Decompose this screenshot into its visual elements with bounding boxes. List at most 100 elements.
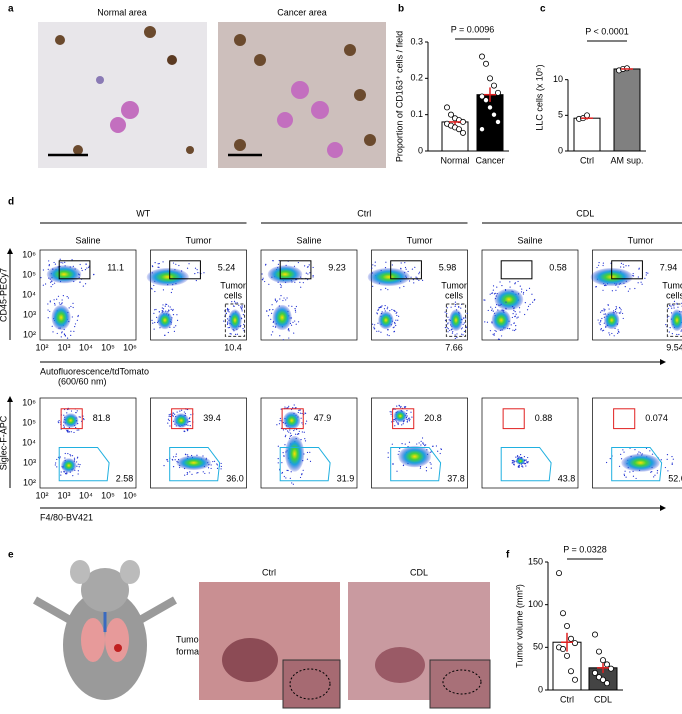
event-dot	[190, 425, 191, 426]
event-dot	[173, 466, 174, 467]
event-dot	[392, 264, 393, 265]
event-dot	[173, 262, 174, 263]
event-dot	[52, 284, 53, 285]
event-dot	[209, 472, 210, 473]
data-point	[560, 646, 565, 651]
event-dot	[672, 463, 673, 464]
event-dot	[602, 290, 603, 291]
event-dot	[298, 410, 299, 411]
event-dot	[291, 306, 292, 307]
event-dot	[226, 313, 227, 314]
event-dot	[396, 405, 397, 406]
blue-gate-value: 2.58	[116, 473, 134, 483]
event-dot	[464, 331, 465, 332]
event-dot	[291, 435, 292, 436]
event-dot	[51, 281, 52, 282]
event-dot	[64, 262, 65, 263]
event-dot	[291, 471, 292, 472]
event-dot	[448, 322, 449, 323]
event-dot	[55, 464, 56, 465]
event-dot	[634, 288, 635, 289]
tumor-label: Tumor	[662, 280, 682, 290]
event-dot	[424, 445, 425, 446]
event-dot	[47, 303, 48, 304]
event-dot	[235, 334, 236, 335]
event-dot	[173, 416, 174, 417]
event-dot	[158, 267, 159, 268]
event-dot	[61, 471, 62, 472]
event-dot	[177, 411, 178, 412]
event-dot	[214, 461, 215, 462]
event-dot	[384, 308, 385, 309]
event-dot	[667, 454, 668, 455]
event-dot	[70, 306, 71, 307]
event-dot	[487, 322, 488, 323]
photo-inset	[283, 660, 340, 708]
density-cloud	[228, 309, 241, 331]
event-dot	[65, 473, 66, 474]
event-dot	[518, 316, 519, 317]
event-dot	[407, 421, 408, 422]
event-dot	[301, 418, 302, 419]
event-dot	[158, 263, 159, 264]
event-dot	[387, 289, 388, 290]
event-dot	[304, 265, 305, 266]
event-dot	[377, 310, 378, 311]
bar	[574, 118, 600, 151]
p-value: P = 0.0096	[451, 24, 495, 34]
event-dot	[48, 269, 49, 270]
density-cloud	[494, 289, 523, 311]
event-dot	[179, 411, 180, 412]
event-dot	[88, 267, 89, 268]
y-axis-label: Tumor volume (mm³)	[514, 584, 524, 668]
event-dot	[523, 293, 524, 294]
event-dot	[60, 304, 61, 305]
event-dot	[50, 282, 51, 283]
event-dot	[288, 337, 289, 338]
event-dot	[212, 461, 213, 462]
event-dot	[276, 424, 277, 425]
event-dot	[191, 474, 192, 475]
arrow-head	[660, 505, 666, 511]
x-tick-label: 10⁵	[101, 342, 115, 352]
event-dot	[284, 476, 285, 477]
event-dot	[495, 307, 496, 308]
event-dot	[228, 309, 229, 310]
event-dot	[665, 467, 666, 468]
event-dot	[653, 476, 654, 477]
event-dot	[293, 430, 294, 431]
event-dot	[455, 302, 456, 303]
event-dot	[514, 464, 515, 465]
event-dot	[387, 307, 388, 308]
event-dot	[377, 313, 378, 314]
event-dot	[67, 430, 68, 431]
blue-gate-value: 43.8	[558, 473, 576, 483]
event-dot	[155, 262, 156, 263]
p-value: P = 0.0328	[563, 544, 607, 554]
image-label: Cancer area	[277, 7, 327, 17]
event-dot	[238, 305, 239, 306]
event-dot	[190, 414, 191, 415]
event-dot	[189, 471, 190, 472]
event-dot	[534, 299, 535, 300]
event-dot	[394, 425, 395, 426]
event-dot	[524, 314, 525, 315]
event-dot	[406, 410, 407, 411]
tumor-value: 9.54	[666, 342, 682, 352]
event-dot	[73, 307, 74, 308]
event-dot	[86, 264, 87, 265]
event-dot	[484, 300, 485, 301]
blue-gate-value: 37.8	[447, 473, 465, 483]
event-dot	[514, 283, 515, 284]
y-tick-label: 10³	[23, 457, 36, 467]
x-axis-label: F4/80-BV421	[40, 512, 93, 522]
event-dot	[70, 331, 71, 332]
arrow-head	[7, 396, 13, 402]
event-dot	[217, 468, 218, 469]
y-tick-label: 0	[418, 145, 423, 155]
event-dot	[633, 476, 634, 477]
event-dot	[595, 286, 596, 287]
event-dot	[642, 284, 643, 285]
event-dot	[447, 331, 448, 332]
